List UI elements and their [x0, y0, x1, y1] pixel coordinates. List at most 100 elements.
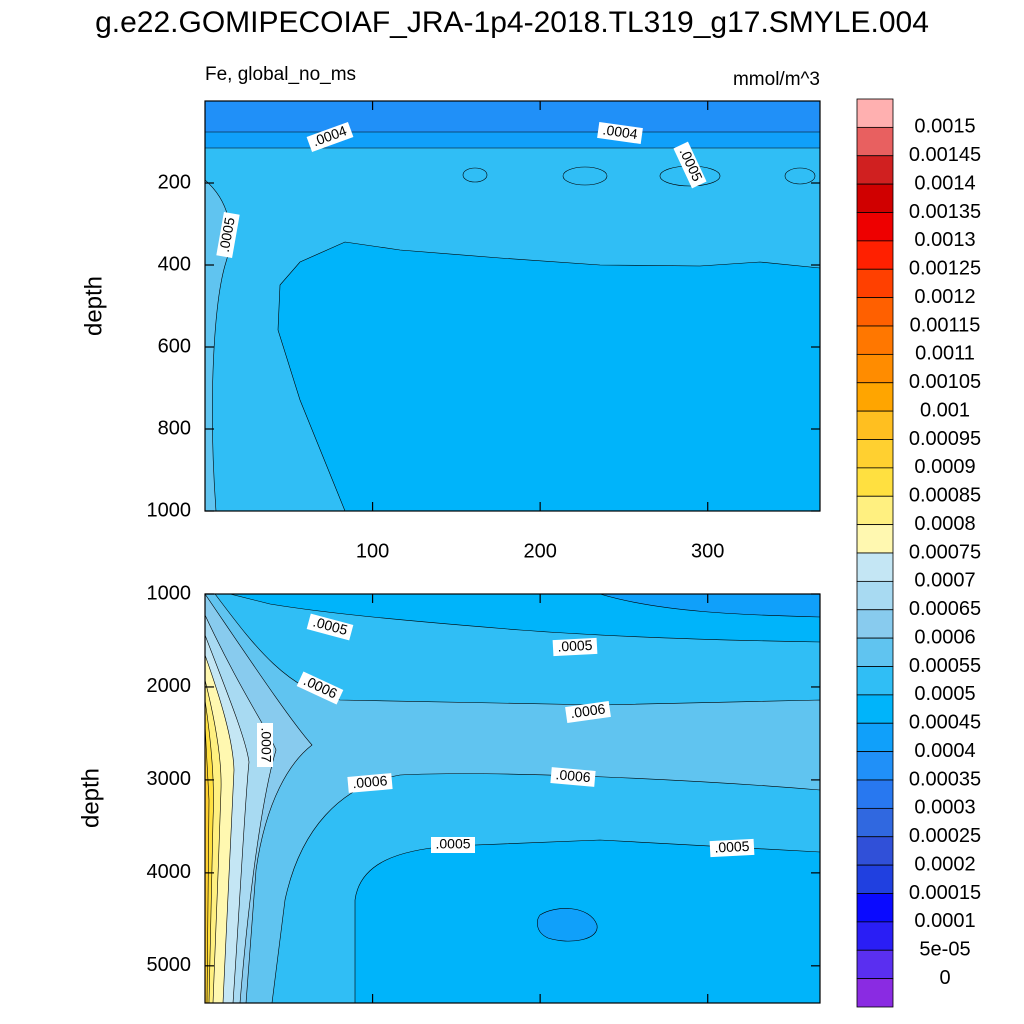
colorbar-label: 0 — [939, 967, 950, 989]
contour-region — [205, 179, 231, 511]
colorbar-label: 0.0013 — [914, 229, 975, 251]
colorbar-box — [856, 666, 894, 696]
contour-labels: .0004 .0004 .0005 .0005 .0005 .0005 .000… — [216, 121, 755, 858]
colorbar-label: 0.0011 — [915, 343, 975, 365]
colorbar-label: 0.0012 — [914, 286, 975, 308]
colorbar-box — [856, 836, 894, 866]
colorbar-box — [856, 921, 894, 951]
contour-region — [784, 167, 816, 185]
contour-label-text: .0006 — [352, 772, 389, 791]
colorbar-box — [856, 495, 894, 526]
contour-field — [205, 101, 820, 511]
colorbar-label: 0.00095 — [909, 428, 981, 450]
y-tick-label: 200 — [158, 171, 191, 193]
contour-label-text: .0004 — [602, 121, 639, 142]
title: g.e22.GOMIPECOIAF_JRA-1p4-2018.TL319_g17… — [95, 6, 929, 39]
colorbar-box — [856, 183, 894, 213]
contour-label: .0004 — [597, 121, 643, 144]
colorbar-label: 0.0015 — [914, 116, 975, 138]
y-axis-label: depth — [77, 768, 104, 828]
contour-field — [205, 594, 820, 1003]
contour-label: .0005 — [216, 211, 240, 259]
colorbar-box — [856, 893, 894, 923]
colorbar-box — [856, 98, 894, 128]
colorbar-box — [856, 978, 894, 1008]
x-tick-label: 200 — [523, 540, 556, 562]
colorbar-box — [856, 240, 894, 270]
colorbar-label: 0.00075 — [909, 541, 981, 563]
colorbar-label: 0.0003 — [914, 797, 975, 819]
contour-region — [205, 139, 820, 511]
colorbar-label: 0.00035 — [909, 768, 981, 790]
contour-label: .0006 — [550, 766, 596, 787]
colorbar-label: 0.0004 — [914, 740, 975, 762]
y-tick-label: 600 — [158, 335, 191, 357]
colorbar-box — [856, 126, 894, 157]
y-tick-label: 4000 — [147, 861, 192, 883]
colorbar-label: 0.0014 — [914, 172, 975, 194]
colorbar-label: 0.0002 — [914, 853, 975, 875]
contour-label-text: .0006 — [569, 700, 606, 721]
x-tick-label: 300 — [691, 540, 724, 562]
colorbar-label: 0.0006 — [914, 626, 975, 648]
contour-region — [205, 101, 820, 133]
colorbar-box — [856, 864, 894, 894]
colorbar-label: 0.0001 — [914, 910, 975, 932]
colorbar-box — [856, 609, 894, 639]
y-tick-label: 1000 — [147, 499, 192, 521]
y-tick-label: 1000 — [147, 582, 192, 604]
y-tick-label: 2000 — [147, 675, 192, 697]
colorbar-label: 0.00025 — [909, 825, 981, 847]
colorbar-label: 5e-05 — [919, 939, 970, 961]
plot-frame — [204, 593, 821, 1004]
contour-label: .0006 — [347, 772, 393, 793]
y-tick-label: 800 — [158, 417, 191, 439]
contour-label: .0006 — [565, 700, 611, 723]
y-tick-label: 3000 — [147, 768, 192, 790]
colorbar-box — [856, 467, 894, 497]
contour-label-text: .0005 — [714, 838, 750, 856]
contour-label-text: .0005 — [435, 836, 470, 852]
colorbar-box — [856, 949, 894, 980]
colorbar-box — [856, 155, 894, 185]
contour-label-text: .0005 — [216, 216, 238, 253]
colorbar-label: 0.00105 — [909, 371, 981, 393]
units: mmol/m^3 — [733, 69, 820, 90]
contour-label: .0005 — [552, 637, 598, 657]
colorbar-box — [856, 297, 894, 327]
contour-label-text: .0006 — [555, 766, 592, 785]
x-tick-label: 100 — [356, 540, 389, 562]
colorbar-label: 0.00055 — [909, 655, 981, 677]
colorbar-label: 0.00085 — [909, 485, 981, 507]
contour-label: .0007 — [257, 723, 274, 767]
colorbar-box — [856, 807, 894, 838]
colorbar-label: 0.0005 — [914, 683, 975, 705]
colorbar-label: 0.0009 — [914, 456, 975, 478]
contour-region — [462, 167, 488, 183]
colorbar-label: 0.00065 — [909, 598, 981, 620]
colorbar-box — [856, 637, 894, 667]
colorbar-box — [856, 212, 894, 242]
colorbar-box — [856, 410, 894, 440]
subtitle: Fe, global_no_ms — [205, 64, 356, 85]
contour-region — [537, 908, 598, 942]
y-tick-label: 400 — [158, 253, 191, 275]
colorbar-box — [856, 268, 894, 299]
colorbar-box — [856, 694, 894, 724]
colorbar-box — [856, 439, 894, 469]
colorbar-label: 0.00045 — [909, 712, 981, 734]
y-tick-label: 5000 — [147, 954, 192, 976]
colorbar-box — [856, 580, 894, 611]
colorbar-box — [856, 325, 894, 355]
contour-label-text: .0007 — [258, 727, 274, 762]
colorbar-box — [856, 552, 894, 582]
colorbar-label: 0.00015 — [909, 882, 981, 904]
colorbar-label: 0.0008 — [914, 513, 975, 535]
colorbar-box — [856, 722, 894, 753]
contour-region — [562, 166, 608, 186]
contour-label: .0005 — [431, 836, 475, 853]
y-axis-label: depth — [80, 276, 107, 336]
colorbar-label: 0.00125 — [909, 258, 981, 280]
colorbar-box — [856, 382, 894, 412]
